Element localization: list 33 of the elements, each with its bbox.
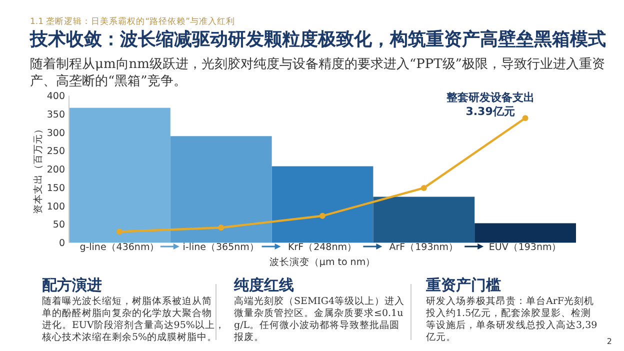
y-tick-label: 250 — [46, 146, 65, 158]
annotation: 整套研发设备支出 3.39亿元 — [445, 91, 534, 118]
x-tick-label: KrF（248nm） — [288, 242, 358, 253]
text: 高端光刻胶（SEMIG4等级以上）进入微量杂质管控区。金属杂质要求≤0.1ug/L。任何微小波动都将导致整批晶圆报废。 — [233, 295, 405, 343]
text: 随着曝光波长缩短，树脂体系被迫从简单的酚醛树脂向复杂的化学放大聚合物进化。EUV阶段溶剂含量高达95%以上，核心技术浓缩在剩余5%的成膜树脂中。 — [41, 295, 225, 343]
point — [116, 228, 123, 235]
text: 研发入场券极其昂贵：单台ArF光刻机投入约1.5亿元，配套涂胶显影、检测等设施后，单条研发线总投入高达3,39亿元。 — [425, 295, 598, 343]
y-tick-label: 300 — [46, 128, 65, 139]
text: 1.1 垄断逻辑：日美系霸权的“路径依赖”与准入红利 — [30, 16, 236, 27]
text: 纯度红线 — [233, 276, 294, 294]
chart-subtitle: 随着制程从μm向nm级跃进，光刻胶对纯度与设备精度的要求进入“PPT级”极限，导致行业进入重资产、高垄断的“黑箱”竞争。 — [30, 56, 605, 89]
text: 2 — [606, 337, 612, 346]
bar — [69, 108, 170, 243]
y-tick-label: 50 — [52, 220, 65, 231]
point — [218, 224, 224, 231]
y-axis-title: 资本支出（百万元） — [32, 124, 44, 214]
point — [522, 115, 528, 122]
point — [320, 212, 326, 219]
x-axis-title: 波长演变（μm to nm） — [269, 256, 376, 268]
x-tick-label: i-line（365nm） — [182, 242, 260, 253]
text: 配方演进 — [42, 276, 102, 294]
y-tick-label: 150 — [46, 182, 65, 194]
y-tick-label: 350 — [46, 109, 65, 120]
x-tick-label: ArF（193nm） — [389, 242, 459, 253]
y-tick-label: 100 — [46, 201, 65, 212]
y-tick-label: 0 — [58, 238, 65, 250]
y-tick-label: 200 — [46, 164, 65, 176]
chart-title: 技术收敛：波长缩减驱动研发颗粒度极致化，构筑重资产高壁垒黑箱模式 — [29, 29, 606, 50]
point — [420, 184, 427, 191]
y-tick-label: 400 — [46, 91, 65, 102]
x-tick-label: g-line（436nm） — [80, 242, 160, 253]
x-tick-label: EUV（193nm） — [488, 242, 562, 253]
text: 重资产门槛 — [425, 276, 501, 294]
